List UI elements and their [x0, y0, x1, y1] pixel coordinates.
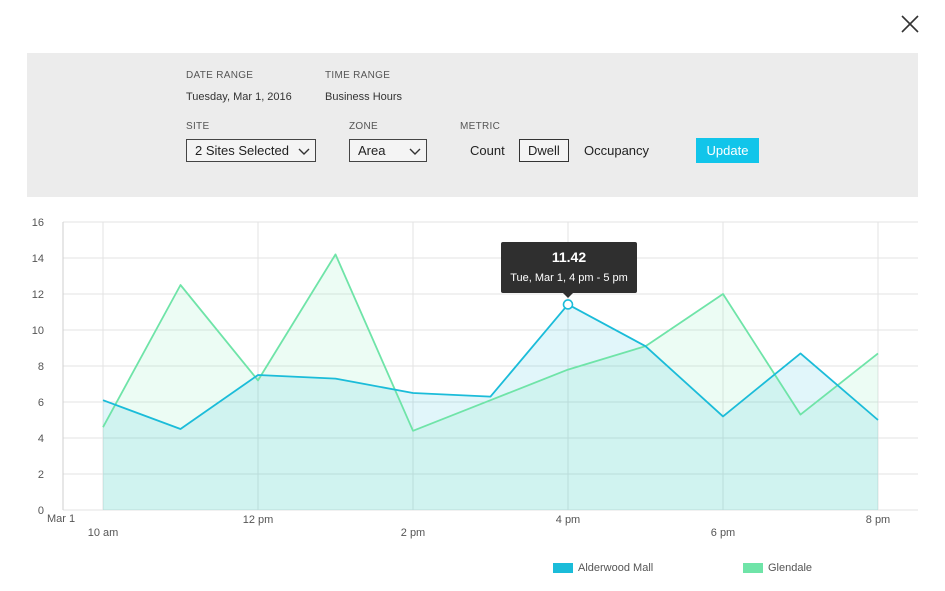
- x-tick-label: 6 pm: [711, 527, 735, 539]
- zone-label: ZONE: [349, 121, 378, 132]
- metric-label: METRIC: [460, 121, 501, 132]
- x-axis: Mar 1 10 am 12 pm 2 pm 4 pm 6 pm 8 pm: [47, 513, 890, 539]
- metric-option-dwell[interactable]: Dwell: [519, 139, 569, 162]
- line-glendale: [102, 253, 879, 432]
- site-label: SITE: [186, 121, 210, 132]
- legend-swatch-glendale: [743, 563, 763, 574]
- legend-label-alderwood: Alderwood Mall: [578, 562, 654, 574]
- chart-areas: [103, 254, 878, 510]
- date-range-label: DATE RANGE: [186, 70, 254, 81]
- tooltip-value: 11.42: [551, 249, 587, 265]
- highlight-point: [562, 299, 574, 310]
- chart-highlight: [562, 299, 574, 310]
- x-tick-label: 10 am: [88, 527, 119, 539]
- metric-option-count[interactable]: Count: [470, 143, 505, 158]
- site-select[interactable]: 2 Sites Selected: [186, 139, 316, 162]
- y-tick-label: 0: [38, 505, 44, 517]
- update-button[interactable]: Update: [696, 138, 759, 163]
- filter-panel: DATE RANGE Tuesday, Mar 1, 2016 TIME RAN…: [27, 53, 918, 197]
- chart-tooltip: 11.42 Tue, Mar 1, 4 pm - 5 pm: [501, 242, 637, 298]
- time-range-label: TIME RANGE: [325, 70, 391, 81]
- zone-select[interactable]: Area: [349, 139, 427, 162]
- y-tick-label: 10: [32, 325, 44, 337]
- metric-option-occupancy[interactable]: Occupancy: [584, 143, 650, 158]
- x-tick-label: 8 pm: [866, 514, 890, 526]
- legend-item-glendale[interactable]: Glendale: [743, 562, 812, 576]
- x-tick-label: 12 pm: [243, 514, 274, 526]
- area-alderwood-mall: [103, 304, 878, 510]
- date-range-value[interactable]: Tuesday, Mar 1, 2016: [186, 91, 292, 103]
- chart-grid: [62, 221, 918, 511]
- site-select-value: 2 Sites Selected: [195, 143, 289, 158]
- x-tick-label: 4 pm: [556, 514, 580, 526]
- chart-lines: [102, 253, 879, 432]
- x-date-label: Mar 1: [47, 513, 75, 525]
- y-tick-label: 2: [38, 469, 44, 481]
- zone-select-value: Area: [358, 143, 386, 158]
- legend-label-glendale: Glendale: [768, 562, 813, 574]
- legend-item-alderwood[interactable]: Alderwood Mall: [553, 562, 653, 576]
- y-tick-label: 6: [38, 397, 44, 409]
- y-tick-label: 8: [38, 361, 44, 373]
- y-axis: 0 2 4 6 8 10 12 14 16: [32, 217, 44, 517]
- y-tick-label: 4: [38, 433, 44, 445]
- legend-swatch-alderwood: [553, 563, 573, 574]
- time-range-value[interactable]: Business Hours: [325, 91, 403, 103]
- y-tick-label: 12: [32, 289, 44, 301]
- chevron-down-icon: [409, 148, 421, 155]
- tooltip-label: Tue, Mar 1, 4 pm - 5 pm: [510, 272, 628, 284]
- y-tick-label: 14: [32, 253, 44, 265]
- line-alderwood-mall: [102, 303, 879, 430]
- y-tick-label: 16: [32, 217, 44, 229]
- close-icon[interactable]: [898, 12, 922, 36]
- x-tick-label: 2 pm: [401, 527, 425, 539]
- chevron-down-icon: [298, 148, 310, 155]
